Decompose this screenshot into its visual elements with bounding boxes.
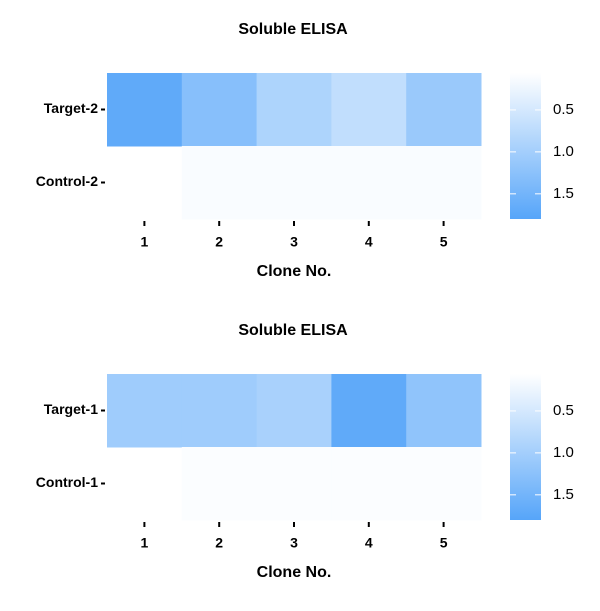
cell [406,447,482,521]
y-tick-label: Target-2 [44,100,98,116]
chart-title: Soluble ELISA [238,21,348,38]
cell [256,374,332,448]
y-tick-label: Control-1 [36,474,98,490]
colorbar-label: 0.5 [553,402,574,419]
cell [181,374,258,448]
x-axis-label: Clone No. [257,263,332,280]
cell [256,73,332,147]
cell [331,73,407,147]
x-tick-label: 4 [365,535,373,551]
cell [331,146,407,220]
x-axis-label: Clone No. [257,564,332,581]
cell [107,374,183,448]
cell [406,73,482,147]
cell [331,374,407,448]
cell [406,374,482,448]
cell [181,73,258,147]
colorbar-label: 1.0 [553,444,574,461]
y-tick-label: Target-1 [44,401,98,417]
chart-title: Soluble ELISA [238,322,348,339]
x-tick-label: 5 [440,234,448,250]
x-tick-label: 1 [141,535,149,551]
cell [256,447,332,521]
y-tick-label: Control-2 [36,173,98,189]
x-tick-label: 5 [440,535,448,551]
x-tick-label: 4 [365,234,373,250]
x-tick-label: 3 [290,234,298,250]
cell [181,146,258,220]
colorbar-label: 1.0 [553,143,574,160]
cell [406,146,482,220]
colorbar [510,73,541,219]
cell [107,73,183,147]
colorbar-label: 1.5 [553,185,574,202]
colorbar-label: 1.5 [553,486,574,503]
colorbar-label: 0.5 [553,101,574,118]
x-tick-label: 1 [141,234,149,250]
cell [331,447,407,521]
x-tick-label: 3 [290,535,298,551]
colorbar [510,374,541,520]
cell [256,146,332,220]
x-tick-label: 2 [215,535,223,551]
x-tick-label: 2 [215,234,223,250]
cell [181,447,258,521]
